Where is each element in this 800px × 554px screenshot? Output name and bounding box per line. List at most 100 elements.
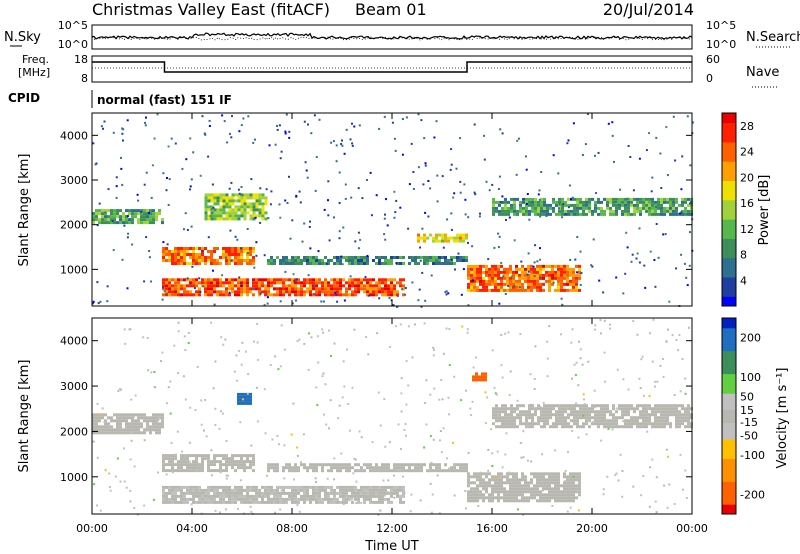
power-noise-cell (498, 302, 501, 305)
power-cell-band-1 (192, 262, 195, 265)
power-noise-cell (122, 139, 124, 142)
power-cell-band-2 (189, 290, 192, 294)
velocity-cell-band-2 (237, 491, 240, 495)
velocity-noise-cell (609, 327, 612, 330)
velocity-cell-band-2 (300, 488, 303, 492)
velocity-noise-cell (505, 432, 508, 435)
power-cell-band-4 (417, 256, 420, 259)
velocity-noise-cell (432, 354, 435, 357)
power-cell-band-7 (591, 212, 594, 216)
velocity-cell-band-4 (548, 499, 551, 503)
power-cell-band-4 (294, 262, 297, 265)
power-cell-band-1 (195, 253, 198, 256)
power-cell-band-2 (186, 278, 189, 282)
power-noise-cell (525, 168, 528, 171)
velocity-cell-band-0 (107, 428, 110, 432)
power-cell-band-2 (276, 278, 279, 282)
velocity-cell-band-1 (246, 457, 249, 461)
power-cell-band-7 (669, 212, 672, 216)
power-cell-band-2 (330, 284, 333, 288)
power-noise-cell (284, 270, 287, 273)
power-cell-band-7 (600, 212, 603, 216)
velocity-cell-band-5 (687, 413, 690, 417)
power-noise-cell (429, 187, 432, 190)
power-cell-band-2 (246, 287, 249, 291)
velocity-noise-cell (413, 323, 416, 326)
colorbar-swatch (722, 425, 736, 430)
power-cell-band-4 (297, 262, 300, 265)
power-noise-cell (622, 292, 625, 295)
power-cell-band-1 (174, 259, 177, 262)
power-cell-band-6 (560, 276, 563, 280)
velocity-cell-band-0 (155, 413, 158, 417)
velocity-cell-band-1 (171, 469, 174, 473)
velocity-cell-band-7 (481, 372, 484, 376)
velocity-cell-band-4 (557, 475, 560, 479)
power-cell-band-7 (543, 206, 546, 210)
power-cell-band-1 (228, 262, 231, 265)
velocity-noise-cell (575, 361, 578, 364)
power-cell-band-4 (393, 256, 396, 259)
power-cell-band-7 (519, 209, 522, 213)
power-cell-band-2 (390, 281, 393, 285)
power-cell-band-2 (333, 293, 336, 297)
velocity-cell-band-4 (491, 475, 494, 479)
power-noise-cell (459, 137, 462, 140)
power-noise-cell (95, 162, 98, 165)
power-cell-band-2 (393, 290, 396, 294)
velocity-cell-band-3 (429, 466, 432, 470)
velocity-cell-band-3 (402, 469, 405, 473)
power-cell-band-2 (390, 284, 393, 288)
velocity-noise-cell (400, 377, 403, 380)
velocity-noise-cell (475, 356, 477, 359)
power-cell-band-6 (536, 276, 539, 280)
velocity-noise-cell (453, 463, 456, 466)
power-noise-cell (318, 118, 321, 121)
power-cell-band-7 (504, 209, 507, 213)
power-noise-cell (147, 211, 150, 214)
velocity-noise-cell (338, 404, 341, 407)
power-noise-cell (266, 296, 269, 299)
power-cell-band-7 (585, 203, 588, 207)
power-cell-band-7 (561, 200, 564, 204)
power-noise-cell (201, 249, 204, 252)
velocity-cell-band-5 (672, 407, 675, 411)
velocity-cell-band-2 (342, 491, 345, 495)
power-cell-band-1 (249, 253, 252, 256)
velocity-cell-band-0 (161, 422, 164, 426)
power-noise-cell (411, 281, 414, 284)
power-cell-band-1 (252, 250, 255, 253)
velocity-cell-band-4 (533, 496, 536, 500)
velocity-noise-cell (274, 511, 277, 514)
power-cell-band-1 (231, 250, 234, 253)
velocity-noise-cell (108, 486, 111, 488)
power-noise-cell (501, 195, 504, 198)
power-cell-band-7 (621, 200, 624, 204)
power-cell-band-2 (348, 278, 351, 282)
velocity-cell-band-1 (162, 463, 165, 467)
power-noise-cell (464, 198, 467, 201)
power-noise-cell (533, 275, 536, 278)
velocity-cell-band-1 (180, 457, 183, 461)
velocity-noise-cell (387, 479, 390, 482)
velocity-noise-cell (638, 377, 641, 380)
velocity-cell-band-5 (591, 422, 594, 426)
velocity-cell-band-5 (675, 416, 678, 420)
power-cell-band-7 (630, 203, 633, 207)
velocity-noise-cell (573, 363, 576, 366)
power-cell-band-1 (243, 250, 246, 253)
velocity-cell-band-0 (155, 428, 158, 432)
power-cell-band-4 (354, 256, 357, 259)
power-cell-band-6 (563, 270, 566, 274)
velocity-noise-cell (442, 352, 445, 355)
colorbar-swatch (722, 280, 736, 284)
power-noise-cell (240, 124, 243, 127)
colorbar-swatch (722, 283, 736, 288)
power-noise-cell (230, 136, 233, 139)
power-noise-cell (122, 128, 125, 131)
velocity-cell-band-5 (573, 416, 576, 420)
velocity-cell-band-3 (441, 469, 444, 473)
colorbar-swatch (722, 435, 736, 440)
power-cell-band-3 (228, 199, 232, 203)
velocity-cell-band-1 (186, 460, 189, 464)
